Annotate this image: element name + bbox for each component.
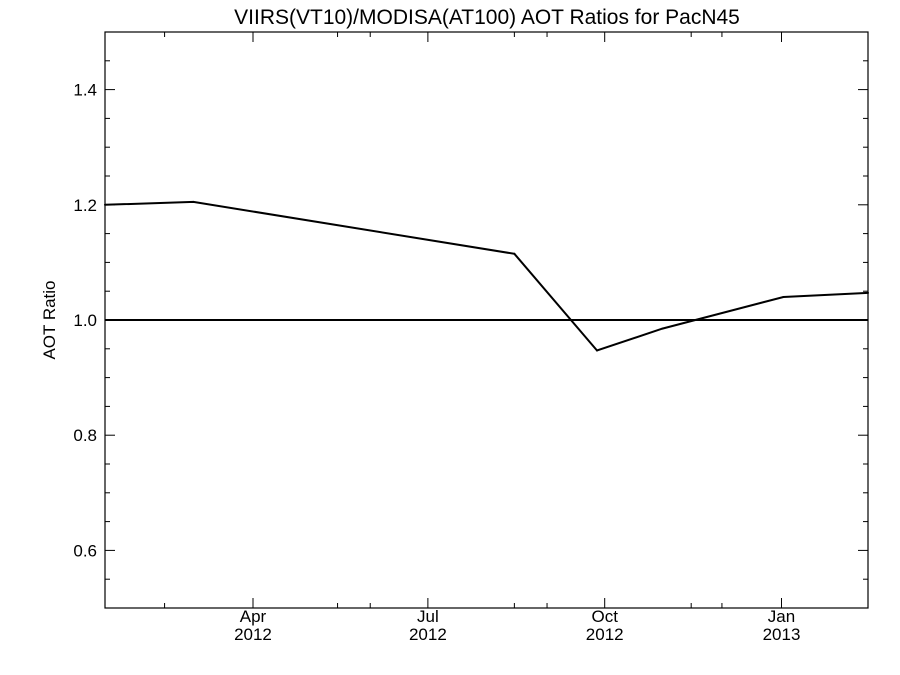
x-tick-label-month: Oct <box>591 607 618 626</box>
tick-labels: 0.60.81.01.21.4Apr2012Jul2012Oct2012Jan2… <box>73 81 800 644</box>
data-point <box>192 200 195 203</box>
data-point <box>867 291 869 294</box>
series-line <box>104 200 869 352</box>
x-tick-label-year: 2012 <box>409 625 447 644</box>
data-point <box>661 327 664 330</box>
x-tick-label-month: Apr <box>240 607 267 626</box>
data-point <box>782 296 785 298</box>
x-tick-label-year: 2012 <box>234 625 272 644</box>
x-tick-label-month: Jan <box>768 607 795 626</box>
x-tick-label-year: 2012 <box>586 625 624 644</box>
y-tick-label: 0.8 <box>73 426 97 445</box>
y-tick-label: 1.0 <box>73 311 97 330</box>
axis-ticks <box>105 32 868 608</box>
x-tick-label-month: Jul <box>417 607 439 626</box>
chart-title: VIIRS(VT10)/MODISA(AT100) AOT Ratios for… <box>234 6 740 29</box>
series-layer <box>104 200 869 352</box>
y-tick-label: 0.6 <box>73 541 97 560</box>
y-tick-label: 1.2 <box>73 196 97 215</box>
data-point <box>513 252 516 255</box>
y-axis-label: AOT Ratio <box>40 280 59 359</box>
x-tick-label-year: 2013 <box>763 625 801 644</box>
data-point <box>596 349 598 352</box>
data-point <box>104 203 106 206</box>
y-tick-label: 1.4 <box>73 81 97 100</box>
